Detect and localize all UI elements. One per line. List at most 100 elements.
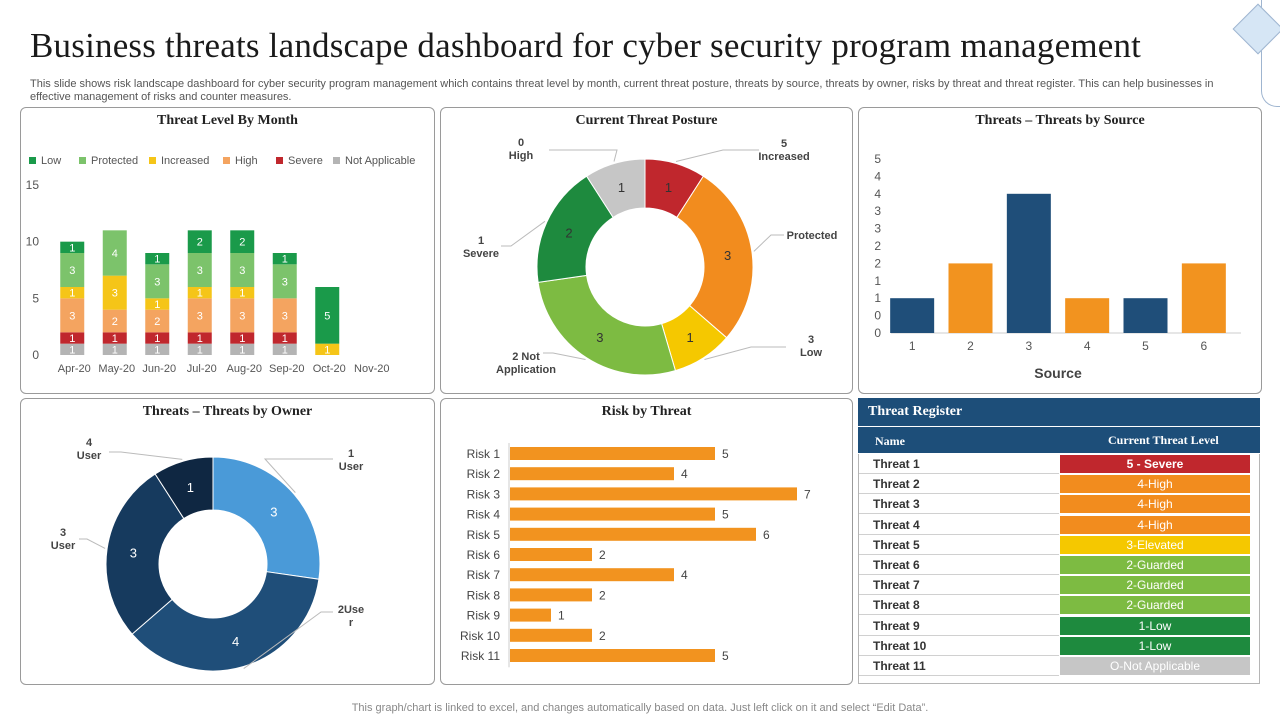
data-label: 1: [197, 344, 203, 356]
table-row[interactable]: Threat 8 2-Guarded: [859, 595, 1259, 616]
data-label: 5: [722, 649, 729, 663]
bar-segment: [187, 298, 212, 333]
callout-line: [501, 220, 546, 247]
table-row[interactable]: Threat 6 2-Guarded: [859, 555, 1259, 575]
bar-segment: [60, 253, 85, 287]
legend-label: Severe: [288, 155, 323, 167]
threat-register-header: Name Current Threat Level: [858, 427, 1260, 453]
bar-segment: [102, 275, 127, 310]
callout-label: User: [77, 450, 102, 462]
footer-note: This graph/chart is linked to excel, and…: [351, 702, 929, 714]
data-label: 2: [197, 237, 203, 249]
callout-label: 2 Not: [512, 351, 540, 363]
callout-label: High: [509, 150, 534, 162]
slice-value: 3: [130, 546, 137, 561]
chart-title: Risk by Threat: [601, 404, 692, 419]
row-divider: [859, 654, 1059, 656]
y-tick-label: 3: [874, 204, 881, 218]
y-tick-label: Risk 2: [467, 467, 501, 481]
y-tick-label: 0: [874, 326, 881, 340]
table-row[interactable]: Threat 3 4-High: [859, 494, 1259, 515]
bar-segment: [145, 332, 170, 344]
bar-segment: [145, 264, 170, 299]
threats-by-source-chart[interactable]: 0 0 1 1 2 2 3 3 4 4 5 1 2 3 4 5 6 Source: [859, 108, 1261, 393]
x-tick-label: 1: [909, 339, 916, 353]
bar-segment: [187, 287, 212, 299]
slice-value: 4: [232, 634, 239, 649]
panel-threats-by-owner: Threats – Threats by Owner 3 1 User 4 2Use r 3…: [20, 398, 435, 685]
panel-risk-by-threat: Risk by Threat Risk 1 5 Risk 2 4 Risk 3 7 Risk…: [440, 398, 853, 685]
slice-value: 3: [596, 330, 603, 345]
y-tick-label: Risk 6: [467, 548, 501, 562]
data-label: 1: [154, 333, 160, 345]
threat-level-chart[interactable]: Low Protected Increased High Severe Not Appli…: [21, 108, 434, 393]
callout-line: [549, 149, 618, 162]
data-label: 4: [112, 248, 118, 260]
data-label: 1: [69, 344, 75, 356]
bar-segment: [272, 298, 297, 333]
data-label: 2: [599, 548, 606, 562]
panel-threat-level-by-month: Threat Level By Month Low Protected Increa…: [20, 107, 435, 394]
callout-label: 0: [518, 137, 524, 149]
chart-title: Threats – Threats by Source: [975, 113, 1145, 128]
row-divider: [859, 513, 1059, 515]
bar: [510, 548, 592, 561]
bar-segment: [272, 332, 297, 344]
table-row[interactable]: Threat 9 1-Low: [859, 616, 1259, 636]
bar-segment: [187, 230, 212, 253]
panel-threats-by-source: Threats – Threats by Source 0 0 1 1 2 2 3 3 4 4 5 1…: [858, 107, 1262, 394]
threat-level-badge: 4-High: [1060, 515, 1250, 534]
legend-swatch: [333, 157, 340, 164]
data-label: 6: [763, 528, 770, 542]
bar-segment: [230, 343, 255, 355]
callout-label: 4: [86, 437, 93, 449]
row-divider: [859, 574, 1059, 575]
bar: [1181, 263, 1226, 333]
threat-level-badge: 3-Elevated: [1060, 535, 1250, 554]
page-title: Business threats landscape dashboard for…: [30, 26, 1142, 65]
y-tick-label: Risk 3: [467, 487, 501, 501]
data-label: 3: [197, 310, 203, 322]
bar-segment: [272, 253, 297, 265]
table-row[interactable]: Threat 2 4-High: [859, 474, 1259, 495]
y-tick-label: 4: [874, 187, 881, 201]
table-row[interactable]: Threat 10 1-Low: [859, 636, 1259, 656]
bar-segment: [145, 298, 170, 310]
y-tick-label: Risk 9: [467, 609, 501, 623]
table-row[interactable]: Threat 4 4-High: [859, 515, 1259, 535]
table-row[interactable]: Threat 7 2-Guarded: [859, 575, 1259, 596]
legend-label: Low: [41, 155, 61, 167]
threat-name: Threat 8: [873, 598, 920, 613]
table-row[interactable]: Threat 5 3-Elevated: [859, 535, 1259, 555]
data-label: 2: [599, 629, 606, 643]
y-tick-label: 10: [26, 235, 40, 249]
data-label: 2: [154, 316, 160, 328]
table-row[interactable]: Threat 11 O-Not Applicable: [859, 656, 1259, 676]
data-label: 1: [558, 609, 565, 623]
x-tick-label: Nov-20: [354, 363, 389, 375]
table-row[interactable]: Threat 1 5 - Severe: [859, 454, 1259, 474]
bar-segment: [230, 298, 255, 333]
panel-current-threat-posture: Current Threat Posture 1 5 Increased 3 Prote…: [440, 107, 853, 394]
data-label: 3: [154, 276, 160, 288]
y-tick-label: 5: [32, 291, 39, 305]
y-tick-label: Risk 4: [467, 508, 501, 522]
bar: [948, 263, 993, 333]
x-tick-label: 2: [967, 339, 974, 353]
data-label: 1: [69, 288, 75, 300]
bar: [1065, 298, 1110, 333]
donut-slice: [585, 158, 646, 219]
data-label: 1: [197, 333, 203, 345]
chart-title: Threats – Threats by Owner: [142, 404, 313, 419]
donut-slice: [105, 473, 185, 635]
bar: [510, 649, 715, 662]
callout-label: User: [339, 461, 364, 473]
data-label: 5: [722, 447, 729, 461]
bar-segment: [145, 343, 170, 355]
slice-value: 1: [187, 480, 194, 495]
x-tick-label: Sep-20: [269, 363, 304, 375]
